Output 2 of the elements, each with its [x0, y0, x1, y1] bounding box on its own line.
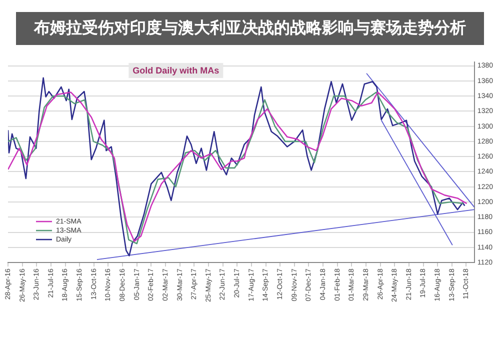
text: 布姆拉受伤对印度与澳大利亚决战的战略影响与赛场走势分析: [32, 18, 467, 39]
chart-title: Gold Daily with MAs: [132, 65, 220, 76]
